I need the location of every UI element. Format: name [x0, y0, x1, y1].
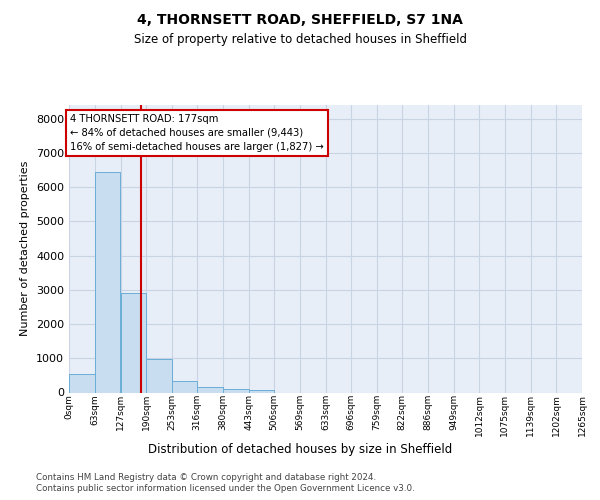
Bar: [172, 381, 197, 392]
Text: Contains HM Land Registry data © Crown copyright and database right 2024.: Contains HM Land Registry data © Crown c…: [36, 472, 376, 482]
Text: Contains public sector information licensed under the Open Government Licence v3: Contains public sector information licen…: [36, 484, 415, 493]
Bar: [223, 389, 248, 392]
Y-axis label: Number of detached properties: Number of detached properties: [20, 161, 31, 336]
Bar: [146, 360, 172, 392]
Bar: [248, 390, 274, 392]
Text: Size of property relative to detached houses in Sheffield: Size of property relative to detached ho…: [133, 32, 467, 46]
Bar: [69, 374, 95, 392]
Text: Distribution of detached houses by size in Sheffield: Distribution of detached houses by size …: [148, 442, 452, 456]
Bar: [121, 292, 146, 392]
Bar: [95, 172, 120, 392]
Bar: [197, 387, 223, 392]
Text: 4, THORNSETT ROAD, SHEFFIELD, S7 1NA: 4, THORNSETT ROAD, SHEFFIELD, S7 1NA: [137, 12, 463, 26]
Text: 4 THORNSETT ROAD: 177sqm
← 84% of detached houses are smaller (9,443)
16% of sem: 4 THORNSETT ROAD: 177sqm ← 84% of detach…: [70, 114, 323, 152]
